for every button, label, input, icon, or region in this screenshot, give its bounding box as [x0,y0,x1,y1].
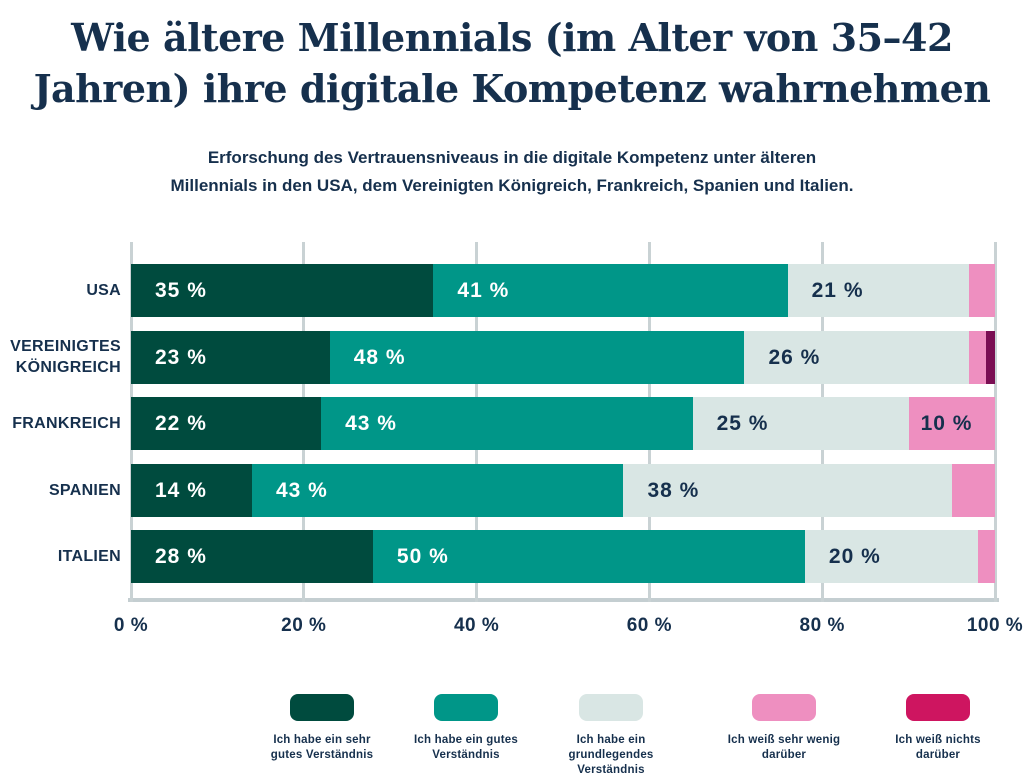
bar-value-label: 23 % [155,345,207,369]
bar-value-label: 43 % [275,478,328,502]
page-title-line1: Wie ältere Millennials (im Alter von 35–… [71,15,953,60]
bar-segment [969,264,995,317]
legend-label: Ich habe ein sehr gutes Verständnis [270,734,374,761]
bar-segment: 25 % [692,397,909,450]
bar-segment: 14 % [131,463,252,517]
x-tick-label: 60 % [626,615,673,636]
legend-swatch [906,694,970,721]
bar-value-label: 26 % [768,345,821,369]
bar-segment: 35 % [131,264,434,317]
bar-row-1: 35 % 41 % 21 % [131,264,995,317]
bar-value-label: 20 % [828,545,881,568]
legend-label: Ich habe ein gutes Verständnis [414,734,518,761]
bar-segment: 22 % [131,397,322,450]
bar-row-2: 23 % 48 % 26 % [131,330,995,384]
bar-segment: 48 % [329,330,745,384]
bar-value-label: 41 % [457,279,510,302]
bar-segment: 10 % [908,397,995,450]
bar-segment: 50 % [372,530,805,583]
x-tick-label: 100 % [966,615,1024,636]
x-axis-baseline [128,598,999,602]
x-tick-label: 0 % [113,615,149,636]
legend-swatch [579,694,643,721]
bar-segment: 38 % [623,463,952,517]
bar-row-4: 14 % 43 % 38 % [131,463,995,517]
bar-segment [951,463,995,517]
category-label: FRANKREICH [12,415,121,432]
bar-value-label: 22 % [155,412,207,435]
category-label: ITALIEN [57,548,121,565]
bar-segment: 26 % [744,330,970,384]
bar-row-5: 28 % 50 % 20 % [131,530,995,583]
bar-segment: 43 % [321,397,693,450]
legend-swatch [434,694,498,721]
bar-value-label: 14 % [155,478,207,502]
bar-segment [977,530,995,583]
legend-item-3: Ich habe ein grundlegendes Verständnis [559,694,663,778]
bar-value-label: 28 % [155,545,207,568]
x-tick-label: 40 % [453,615,500,636]
bar-segment: 28 % [131,530,373,583]
bar-segment [969,330,987,384]
legend-item-2: Ich habe ein gutes Verständnis [404,694,529,763]
category-label: VEREINIGTES KÖNIGREICH [10,338,121,376]
legend-swatch [290,694,354,721]
bar-value-label: 35 % [155,279,207,302]
bar-value-label: 10 % [920,412,973,435]
legend-item-1: Ich habe ein sehr gutes Verständnis [260,694,385,763]
legend-item-4: Ich weiß sehr wenig darüber [717,694,851,763]
gridline-100% [993,242,997,602]
legend-item-5: Ich weiß nichts darüber [886,694,990,763]
plot-area: 35 % 41 % 21 % 23 % 48 % 26 % 22 % 43 % 25 % 10 %… [128,242,999,602]
bar-segment: 41 % [433,264,788,317]
page-subtitle-line2: Millennials in den USA, dem Vereinigten … [170,176,854,195]
x-tick-label: 80 % [799,615,845,636]
category-label: USA [86,282,121,299]
bar-value-label: 50 % [396,545,449,568]
legend-label: Ich habe ein grundlegendes Verständnis [568,734,654,776]
bar-value-label: 48 % [353,345,406,369]
page-title: Wie ältere Millennials (im Alter von 35–… [0,12,1024,114]
bar-value-label: 38 % [647,478,700,502]
legend-label: Ich weiß nichts darüber [895,734,981,761]
page-title-line2: Jahren) ihre digitale Kompetenz wahrnehm… [33,66,991,111]
x-tick-label: 20 % [281,615,327,636]
bar-value-label: 21 % [811,279,864,302]
page-subtitle: Erforschung des Vertrauensniveaus in die… [0,144,1024,200]
bar-segment [986,330,995,384]
legend-swatch [752,694,816,721]
bar-segment: 43 % [251,463,624,517]
bar-value-label: 25 % [716,412,769,435]
legend-label: Ich weiß sehr wenig darüber [727,734,841,761]
bar-value-label: 43 % [345,412,397,435]
page-subtitle-line1: Erforschung des Vertrauensniveaus in die… [207,148,817,167]
bar-row-3: 22 % 43 % 25 % 10 % [131,397,995,450]
bar-segment: 20 % [804,530,978,583]
bar-segment: 21 % [787,264,970,317]
bar-segment: 23 % [131,330,330,384]
category-label: SPANIEN [48,481,121,499]
chart-legend: Ich habe ein sehr gutes Verständnis Ich h… [0,694,1024,783]
